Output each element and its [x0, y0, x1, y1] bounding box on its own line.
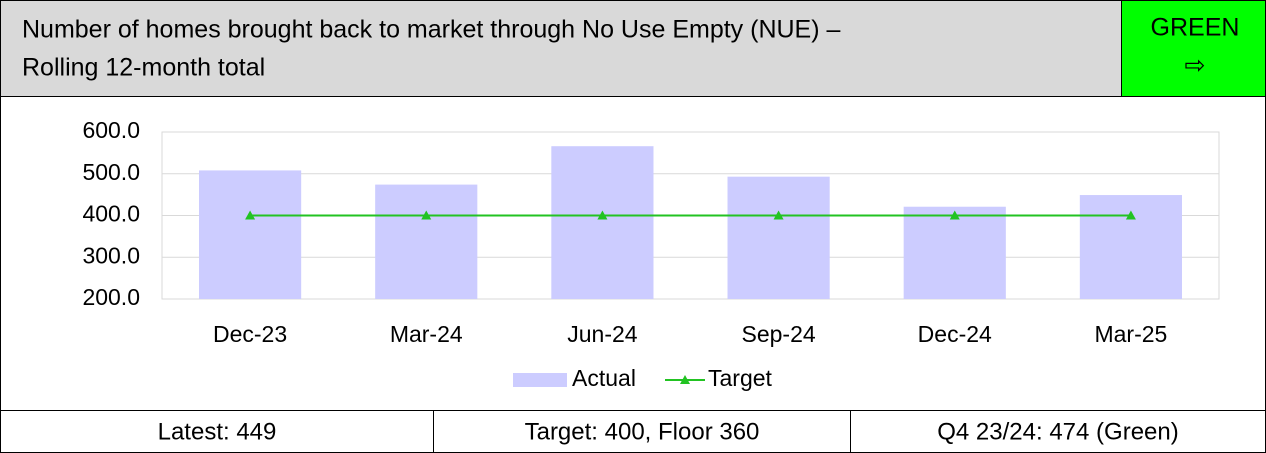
legend-label: Target [708, 365, 773, 391]
x-tick-label: Dec-23 [213, 321, 287, 347]
x-tick-label: Dec-24 [918, 321, 992, 347]
marker [680, 375, 690, 384]
x-tick-label: Mar-25 [1094, 321, 1167, 347]
title-line: Rolling 12-month total [22, 54, 265, 82]
status-symbol: ⇨ [1185, 52, 1206, 80]
header-bg [0, 0, 1122, 97]
y-tick-label: 200.0 [82, 284, 140, 310]
x-tick-label: Mar-24 [390, 321, 463, 347]
bar [198, 170, 302, 299]
footer-cell: Target: 400, Floor 360 [525, 418, 760, 445]
y-tick-label: 300.0 [82, 242, 140, 268]
bar [551, 146, 654, 299]
marker [773, 210, 784, 220]
legend-swatch [513, 373, 567, 387]
legend-label: Actual [572, 365, 636, 391]
plot-border [161, 131, 1220, 300]
x-tick-label: Sep-24 [741, 321, 815, 347]
bar [375, 184, 478, 299]
y-tick-label: 400.0 [82, 201, 140, 227]
marker [245, 210, 256, 220]
y-tick-label: 600.0 [82, 117, 140, 143]
status: GREEN [1151, 14, 1240, 42]
marker [421, 210, 432, 220]
y-tick-label: 500.0 [82, 159, 140, 185]
bar [903, 206, 1006, 299]
marker [1125, 210, 1136, 220]
footer-cell: Latest: 449 [158, 418, 277, 445]
marker [949, 210, 960, 220]
footer-cell: Q4 23/24: 474 (Green) [937, 418, 1178, 445]
marker [597, 210, 608, 220]
title-line: Number of homes brought back to market t… [22, 16, 840, 44]
x-tick-label: Jun-24 [567, 321, 638, 347]
bar [727, 176, 830, 299]
status-box [1121, 0, 1266, 97]
